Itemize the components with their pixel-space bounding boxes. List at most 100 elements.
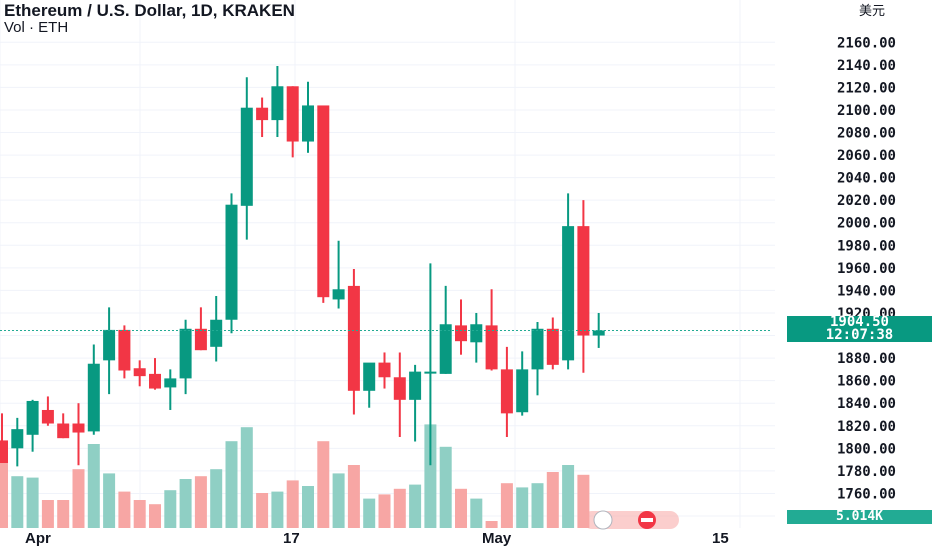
y-tick-label: 1940.00 <box>837 283 896 299</box>
candle-body <box>393 377 406 400</box>
volume-bar <box>164 490 177 528</box>
candle-body <box>470 324 483 343</box>
volume-bar <box>531 483 544 528</box>
volume-value-tag: 5.014K <box>787 510 932 524</box>
volume-bar <box>179 479 192 528</box>
volume-bars <box>0 424 590 528</box>
x-label-may: May <box>482 530 512 547</box>
tradingview-logo <box>583 510 679 530</box>
volume-bar <box>439 446 452 528</box>
volume-label: Vol · ETH <box>4 19 69 36</box>
volume-bar <box>26 477 39 528</box>
volume-bar <box>347 465 360 528</box>
candle-body <box>577 226 590 336</box>
y-tick-label: 1960.00 <box>837 261 896 277</box>
candle-body <box>256 107 269 121</box>
volume-bar <box>72 469 85 528</box>
candle-body <box>546 328 559 365</box>
volume-bar <box>57 500 70 528</box>
price-axis: 2160.00 2140.00 2120.00 2100.00 2080.00 2060.… <box>837 35 896 525</box>
y-tick-label: 1820.00 <box>837 419 896 435</box>
candle-body <box>87 363 100 432</box>
volume-bar <box>546 472 559 528</box>
candle-body <box>149 373 161 389</box>
candle-body <box>500 369 513 414</box>
candle-body <box>439 324 452 374</box>
y-tick-label: 2120.00 <box>837 80 896 96</box>
x-label-15: 15 <box>712 530 729 547</box>
candle-body <box>0 440 8 463</box>
volume-bar <box>87 444 100 528</box>
candle-body <box>240 107 253 206</box>
y-tick-label: 1860.00 <box>837 374 896 390</box>
volume-bar <box>11 476 24 528</box>
volume-bar <box>393 488 406 528</box>
y-tick-label: 2160.00 <box>837 35 896 51</box>
y-tick-label: 2080.00 <box>837 126 896 142</box>
x-label-apr: Apr <box>25 530 51 547</box>
volume-bar <box>302 486 314 528</box>
symbol-title: Ethereum / U.S. Dollar, 1D, KRAKEN <box>4 1 295 20</box>
y-tick-label: 2060.00 <box>837 148 896 164</box>
candle-body <box>424 371 437 374</box>
candle-body <box>302 105 314 142</box>
volume-bar <box>149 504 161 528</box>
volume-bar <box>103 473 116 528</box>
candle-body <box>103 329 116 361</box>
volume-bar <box>41 500 54 528</box>
candle-body <box>11 429 24 449</box>
volume-bar <box>118 491 131 528</box>
candle-body <box>271 86 284 121</box>
candle-body <box>485 325 498 370</box>
volume-bar <box>485 521 498 528</box>
candle-body <box>210 319 223 347</box>
volume-bar <box>0 448 8 528</box>
candle-body <box>57 423 70 439</box>
candle-body <box>72 423 85 433</box>
candle-body <box>225 204 238 320</box>
y-tick-label: 1800.00 <box>837 441 896 457</box>
candle-body <box>409 371 422 400</box>
bar-countdown: 12:07:38 <box>825 327 894 343</box>
volume-bar <box>470 498 483 528</box>
y-tick-label: 2020.00 <box>837 193 896 209</box>
candle-body <box>455 325 467 342</box>
candle-body <box>317 105 330 298</box>
candle-body <box>41 409 54 424</box>
volume-bar <box>225 441 238 528</box>
volume-bar <box>271 491 284 528</box>
last-price-tag: 1904.50 12:07:38 <box>787 314 932 343</box>
volume-bar <box>317 441 330 528</box>
volume-bar <box>286 480 299 528</box>
volume-bar <box>256 493 269 528</box>
y-tick-label: 2040.00 <box>837 171 896 187</box>
last-price-value: 1904.50 <box>829 314 889 330</box>
y-tick-label: 1760.00 <box>837 486 896 502</box>
candle-body <box>164 378 177 388</box>
candle-body <box>531 328 544 370</box>
x-label-17: 17 <box>283 530 300 547</box>
volume-bar <box>455 488 467 528</box>
chart-grid <box>0 0 775 528</box>
volume-bar <box>516 487 529 528</box>
currency-label[interactable]: 美元 <box>858 3 885 18</box>
candle-body <box>118 329 131 371</box>
volume-bar <box>409 484 422 528</box>
y-tick-label: 2100.00 <box>837 103 896 119</box>
candle-body <box>378 362 391 378</box>
candle-body <box>332 289 345 300</box>
volume-bar <box>332 473 345 528</box>
volume-bar <box>378 494 391 528</box>
candle-body <box>363 362 376 391</box>
volume-bar <box>500 483 513 528</box>
candle-body <box>516 369 529 413</box>
candle-body <box>592 330 605 336</box>
volume-bar <box>133 500 146 528</box>
y-tick-label: 2140.00 <box>837 58 896 74</box>
y-tick-label: 2000.00 <box>837 216 896 232</box>
candle-body <box>26 400 39 435</box>
volume-bar <box>424 424 437 528</box>
y-tick-label: 1840.00 <box>837 396 896 412</box>
price-candles <box>0 65 605 467</box>
